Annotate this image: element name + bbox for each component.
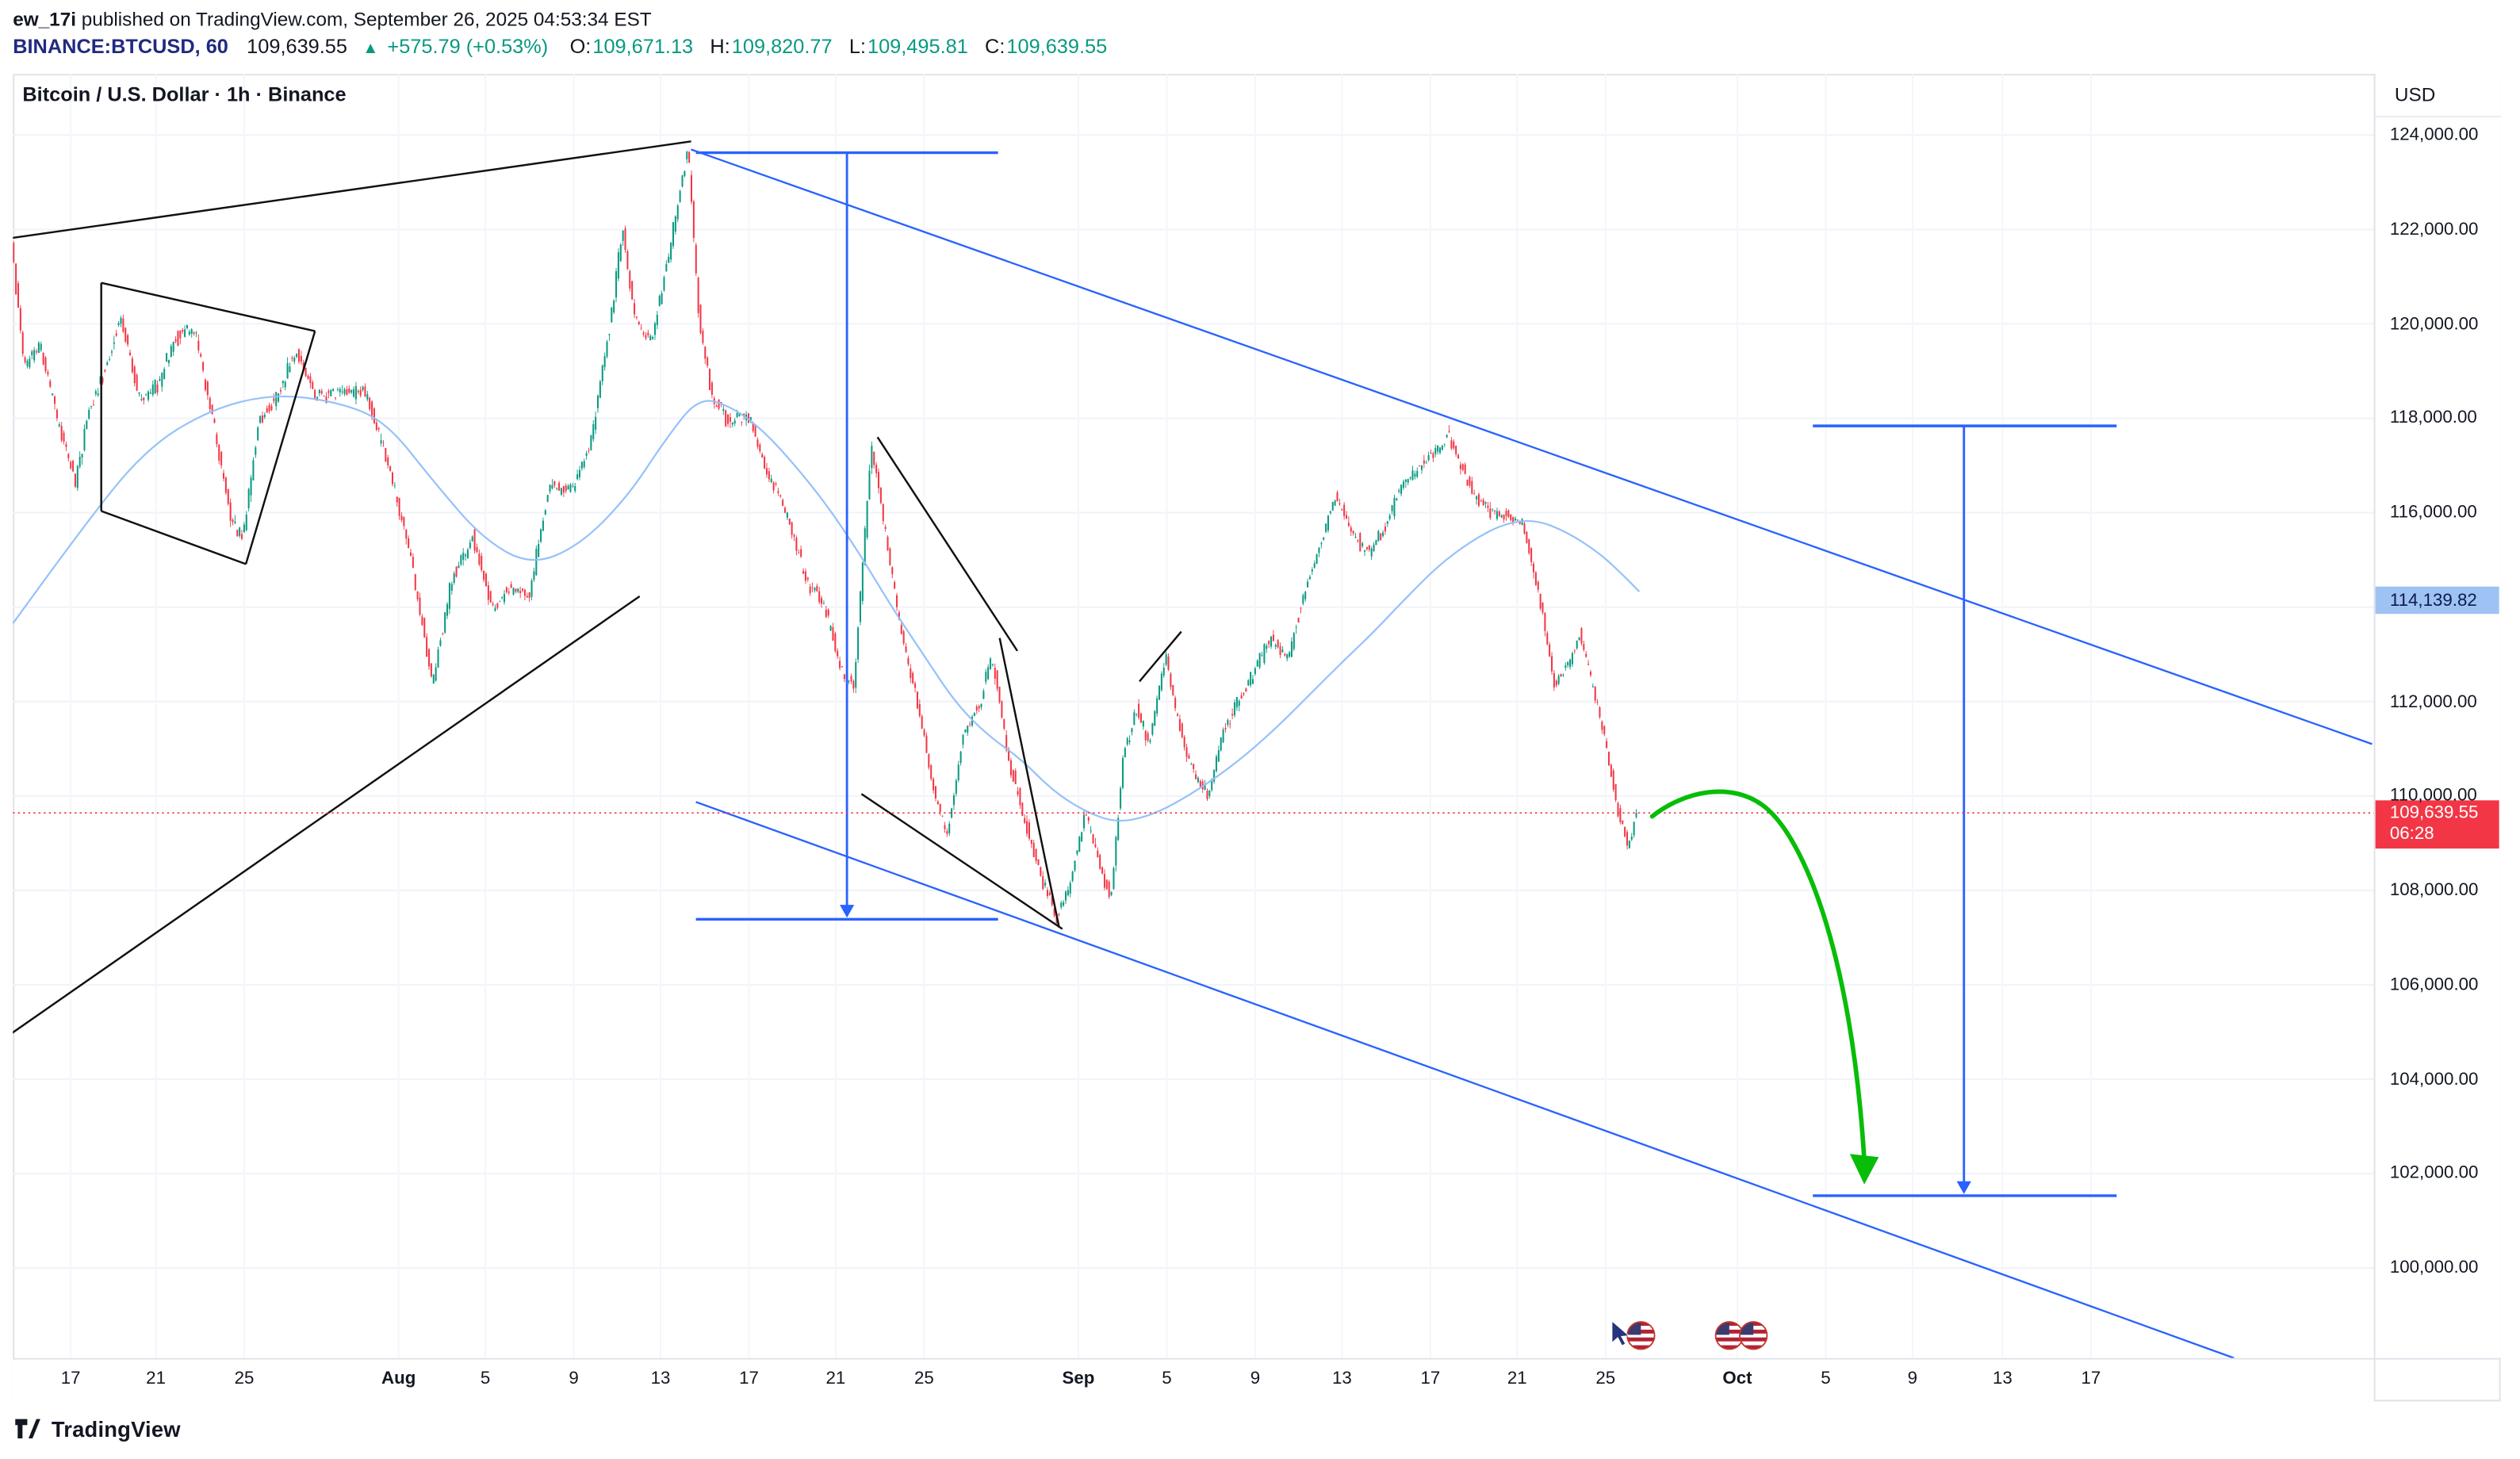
last-price-value: 109,639.55 — [2389, 802, 2479, 823]
low-value: 109,495.81 — [867, 35, 968, 58]
black-trendline — [860, 793, 1063, 930]
time-axis-label: 17 — [739, 1369, 759, 1389]
down-arrowhead-icon — [1849, 1154, 1879, 1185]
time-axis-label: 13 — [1331, 1369, 1352, 1389]
tradingview-attribution[interactable]: TradingView — [13, 1415, 181, 1443]
price-range-tool — [695, 151, 998, 921]
us-flag-icon — [1714, 1321, 1744, 1350]
axis-header-separator — [2375, 115, 2501, 117]
channel-line — [691, 148, 2373, 745]
close-value: 109,639.55 — [1006, 35, 1108, 58]
price-axis-label: 102,000.00 — [2389, 1164, 2479, 1184]
publish-text: published on TradingView.com, September … — [76, 8, 652, 31]
high-label: H: — [710, 35, 730, 58]
time-axis-label: 13 — [1992, 1369, 2013, 1389]
black-trendline — [244, 331, 316, 565]
time-axis-label: 17 — [2081, 1369, 2101, 1389]
time-axis-label: 25 — [913, 1369, 934, 1389]
time-axis-label: 21 — [825, 1369, 846, 1389]
us-flag-icon — [1626, 1321, 1656, 1350]
price-axis-label: 100,000.00 — [2389, 1258, 2479, 1278]
time-axis-label: 17 — [1420, 1369, 1441, 1389]
axis-separator-horizontal — [13, 1358, 2501, 1360]
black-trendline — [101, 510, 247, 565]
time-axis-label: 17 — [60, 1369, 81, 1389]
time-axis-label: 9 — [1250, 1369, 1261, 1389]
price-axis-label: 120,000.00 — [2389, 314, 2479, 334]
us-flag-icon — [1739, 1321, 1768, 1350]
price-axis-label: 112,000.00 — [2389, 691, 2477, 711]
time-axis-label: 21 — [1507, 1369, 1527, 1389]
price-axis-label: 108,000.00 — [2389, 880, 2479, 901]
green-projection-arrow — [1649, 789, 1879, 1185]
black-trendline — [13, 140, 691, 239]
mouse-cursor-icon — [1611, 1319, 1630, 1346]
gridlines — [13, 74, 2374, 1358]
drawing-price-label: 114,139.82 — [2375, 586, 2499, 615]
tradingview-logo-icon — [15, 1419, 40, 1438]
time-axis[interactable]: 17 21 25 Aug 5 9 13 17 21 25 Sep 5 9 13 17 21 25 Oct 5 9 13 1… — [13, 1359, 2374, 1402]
axis-currency-label: USD — [2394, 83, 2436, 106]
price-axis-label: 124,000.00 — [2389, 125, 2479, 145]
chart-title: Bitcoin / U.S. Dollar · 1h · Binance — [22, 83, 347, 106]
time-axis-label: 9 — [569, 1369, 579, 1389]
time-axis-label: 25 — [1595, 1369, 1616, 1389]
black-trendline — [101, 281, 316, 332]
time-axis-label: 5 — [480, 1369, 491, 1389]
high-value: 109,820.77 — [731, 35, 833, 58]
black-trendlines — [13, 140, 1182, 1034]
time-axis-label: Oct — [1722, 1369, 1752, 1389]
tradingview-wordmark: TradingView — [51, 1416, 181, 1442]
price-range-tool — [1813, 424, 2117, 1197]
down-arrowhead-icon — [1956, 1181, 1971, 1194]
price-axis-label: 116,000.00 — [2389, 503, 2477, 523]
open-value: 109,671.13 — [592, 35, 694, 58]
price-axis[interactable]: USD 114,139.82 109,639.55 06:28 124,000.… — [2375, 74, 2501, 1358]
up-triangle-icon: ▲ — [362, 40, 379, 58]
price-axis-label: 118,000.00 — [2389, 408, 2477, 428]
price-axis-label: 104,000.00 — [2389, 1069, 2479, 1089]
time-axis-label: 21 — [146, 1369, 167, 1389]
open-label: O: — [569, 35, 592, 58]
black-trendline — [998, 638, 1060, 928]
chart-plot-area[interactable] — [13, 74, 2374, 1358]
candle-wicks-down — [13, 151, 1628, 924]
time-axis-label: Sep — [1062, 1369, 1095, 1389]
black-trendline — [1139, 630, 1182, 683]
publish-info: ew_17i published on TradingView.com, Sep… — [13, 8, 651, 30]
symbol-info-bar: BINANCE:BTCUSD, 60 109,639.55 ▲ +575.79 … — [13, 36, 1118, 58]
low-label: L: — [848, 35, 866, 58]
time-axis-label: 5 — [1821, 1369, 1831, 1389]
time-axis-label: 13 — [650, 1369, 671, 1389]
price-axis-label: 122,000.00 — [2389, 220, 2479, 239]
black-trendline — [876, 436, 1018, 652]
candles-down — [13, 151, 1629, 924]
time-axis-label: Aug — [381, 1369, 416, 1389]
candles-up — [26, 151, 1637, 908]
time-axis-label: 9 — [1907, 1369, 1918, 1389]
close-label: C: — [985, 35, 1005, 58]
time-axis-label: 25 — [234, 1369, 255, 1389]
channel-line — [695, 801, 2235, 1358]
ma-line — [13, 395, 1641, 822]
price-axis-label: 106,000.00 — [2389, 975, 2479, 995]
symbol-label: BINANCE:BTCUSD, 60 — [13, 35, 228, 58]
last-price: 109,639.55 — [247, 35, 347, 58]
axis-separator-vertical — [2373, 74, 2376, 1402]
author-name: ew_17i — [13, 8, 77, 31]
black-trendline — [13, 595, 641, 1034]
price-axis-label: 110,000.00 — [2389, 786, 2477, 806]
price-change: +575.79 (+0.53%) — [387, 35, 549, 58]
bar-countdown: 06:28 — [2389, 824, 2434, 844]
down-arrowhead-icon — [840, 905, 855, 918]
time-axis-label: 5 — [1162, 1369, 1172, 1389]
last-price-label: 109,639.55 06:28 — [2375, 799, 2499, 848]
drawing-price-value: 114,139.82 — [2389, 591, 2477, 611]
